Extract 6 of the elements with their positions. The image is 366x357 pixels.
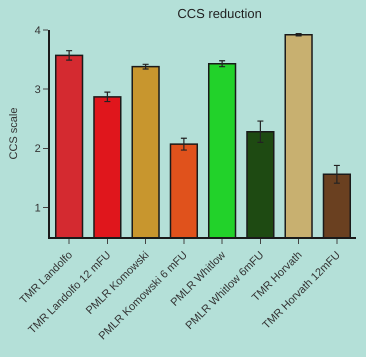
y-axis-title: CCS scale [8,108,20,160]
y-tick-label: 3 [34,84,41,96]
chart-title: CCS reduction [177,6,262,22]
y-tick-label: 4 [34,24,41,37]
y-tick-label: 1 [34,202,41,214]
y-tick-label: 2 [34,143,41,156]
